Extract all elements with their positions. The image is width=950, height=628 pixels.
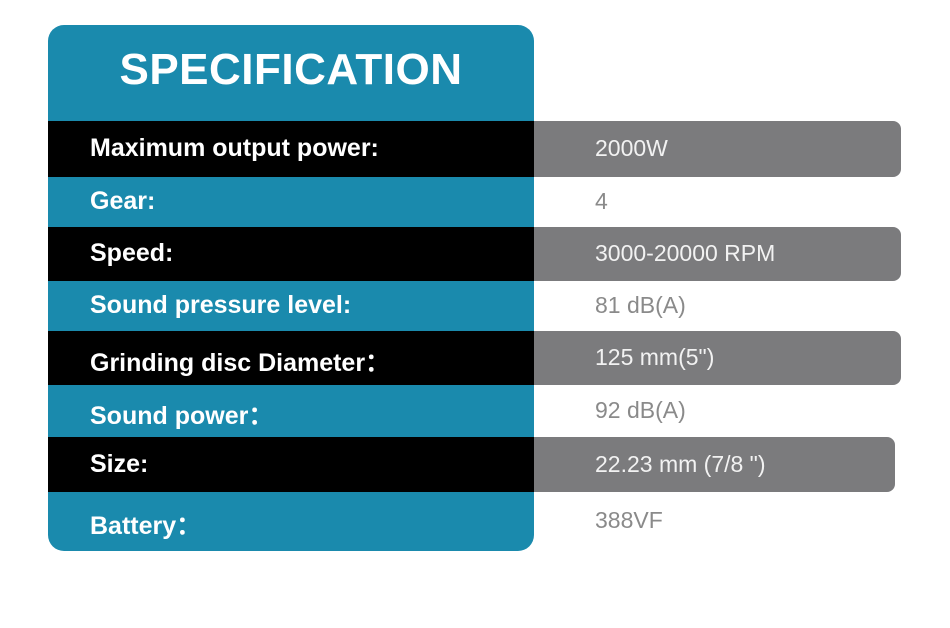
row-label: Speed: bbox=[90, 239, 174, 267]
row-band bbox=[48, 121, 534, 177]
value-band bbox=[534, 437, 895, 492]
row-value: 22.23 mm (7/8 ") bbox=[595, 450, 766, 477]
row-label: Size: bbox=[90, 449, 149, 478]
row-label: Battery： bbox=[90, 512, 202, 540]
value-band bbox=[534, 227, 901, 281]
row-value: 388VF bbox=[595, 507, 663, 533]
row-label: Grinding disc Diameter： bbox=[90, 349, 391, 377]
row-band bbox=[48, 437, 534, 492]
row-value: 4 bbox=[595, 188, 608, 214]
row-band bbox=[48, 331, 534, 385]
row-label: Gear: bbox=[90, 187, 156, 215]
row-value: 2000W bbox=[595, 135, 668, 161]
row-value: 92 dB(A) bbox=[595, 397, 686, 423]
row-label: Sound power： bbox=[90, 402, 274, 430]
value-band bbox=[534, 121, 901, 177]
title: SPECIFICATION bbox=[119, 45, 463, 94]
row-label: Sound pressure level: bbox=[90, 291, 352, 319]
row-value: 125 mm(5") bbox=[595, 344, 715, 370]
value-band bbox=[534, 331, 901, 385]
row-value: 3000-20000 RPM bbox=[595, 240, 776, 266]
row-label: Maximum output power: bbox=[90, 134, 379, 162]
row-value: 81 dB(A) bbox=[595, 292, 686, 318]
row-band bbox=[48, 227, 534, 281]
